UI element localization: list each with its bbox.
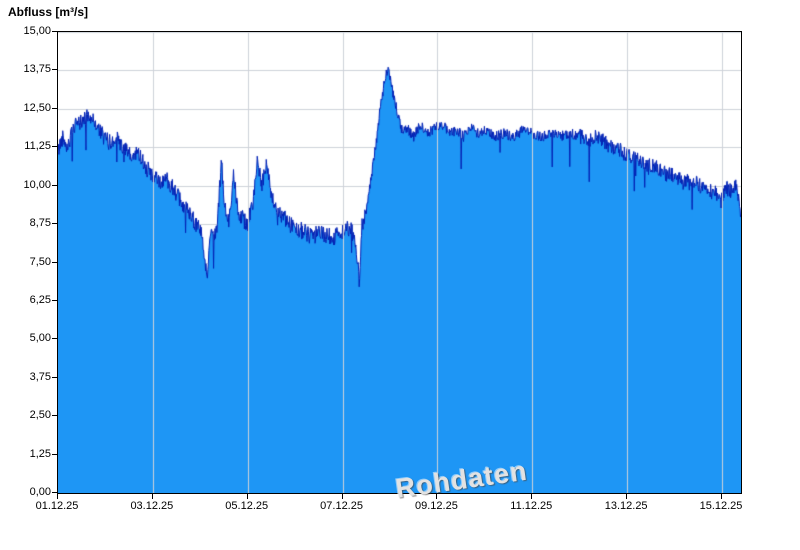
y-tick-mark	[52, 31, 57, 32]
y-tick-mark	[52, 415, 57, 416]
x-tick-label: 09.12.25	[415, 500, 458, 512]
x-tick-mark	[626, 494, 627, 499]
y-tick-label: 12,50	[23, 101, 51, 114]
x-tick-mark	[531, 494, 532, 499]
discharge-area-series	[58, 32, 741, 493]
y-tick-label: 10,00	[23, 178, 51, 191]
y-tick-label: 1,25	[29, 447, 51, 460]
x-tick-mark	[57, 494, 58, 499]
x-tick-label: 03.12.25	[130, 500, 174, 512]
x-tick-mark	[436, 494, 437, 499]
y-tick-label: 2,50	[29, 409, 51, 422]
y-tick-mark	[52, 108, 57, 109]
x-tick-mark	[342, 494, 343, 499]
y-tick-mark	[52, 185, 57, 186]
y-tick-mark	[52, 146, 57, 147]
y-tick-mark	[52, 454, 57, 455]
y-tick-label: 0,00	[29, 486, 51, 498]
y-tick-mark	[52, 377, 57, 378]
y-tick-label: 11,25	[24, 140, 51, 153]
x-tick-label: 13.12.25	[604, 500, 648, 512]
y-tick-mark	[52, 492, 57, 493]
x-tick-label: 07.12.25	[320, 500, 363, 512]
y-tick-mark	[52, 300, 57, 301]
x-tick-label: 05.12.25	[225, 500, 269, 512]
y-tick-mark	[52, 69, 57, 70]
y-tick-mark	[52, 338, 57, 339]
y-tick-label: 15,00	[23, 25, 51, 37]
y-axis-title: Abfluss [m³/s]	[8, 5, 89, 19]
y-tick-mark	[52, 262, 57, 263]
y-tick-mark	[52, 223, 57, 224]
x-tick-label: 11.12.25	[510, 500, 553, 512]
x-tick-mark	[152, 494, 153, 499]
y-tick-label: 7,50	[29, 255, 51, 268]
y-tick-label: 8,75	[29, 217, 51, 230]
y-tick-label: 5,00	[29, 332, 51, 345]
x-tick-mark	[247, 494, 248, 499]
y-tick-label: 3,75	[29, 370, 51, 383]
x-tick-label: 01.12.25	[35, 500, 79, 512]
y-tick-label: 6,25	[29, 293, 51, 306]
y-tick-label: 13,75	[23, 63, 51, 76]
x-tick-label: 15.12.25	[699, 500, 743, 512]
x-tick-mark	[721, 494, 722, 499]
plot-area: Rohdaten	[57, 31, 742, 504]
